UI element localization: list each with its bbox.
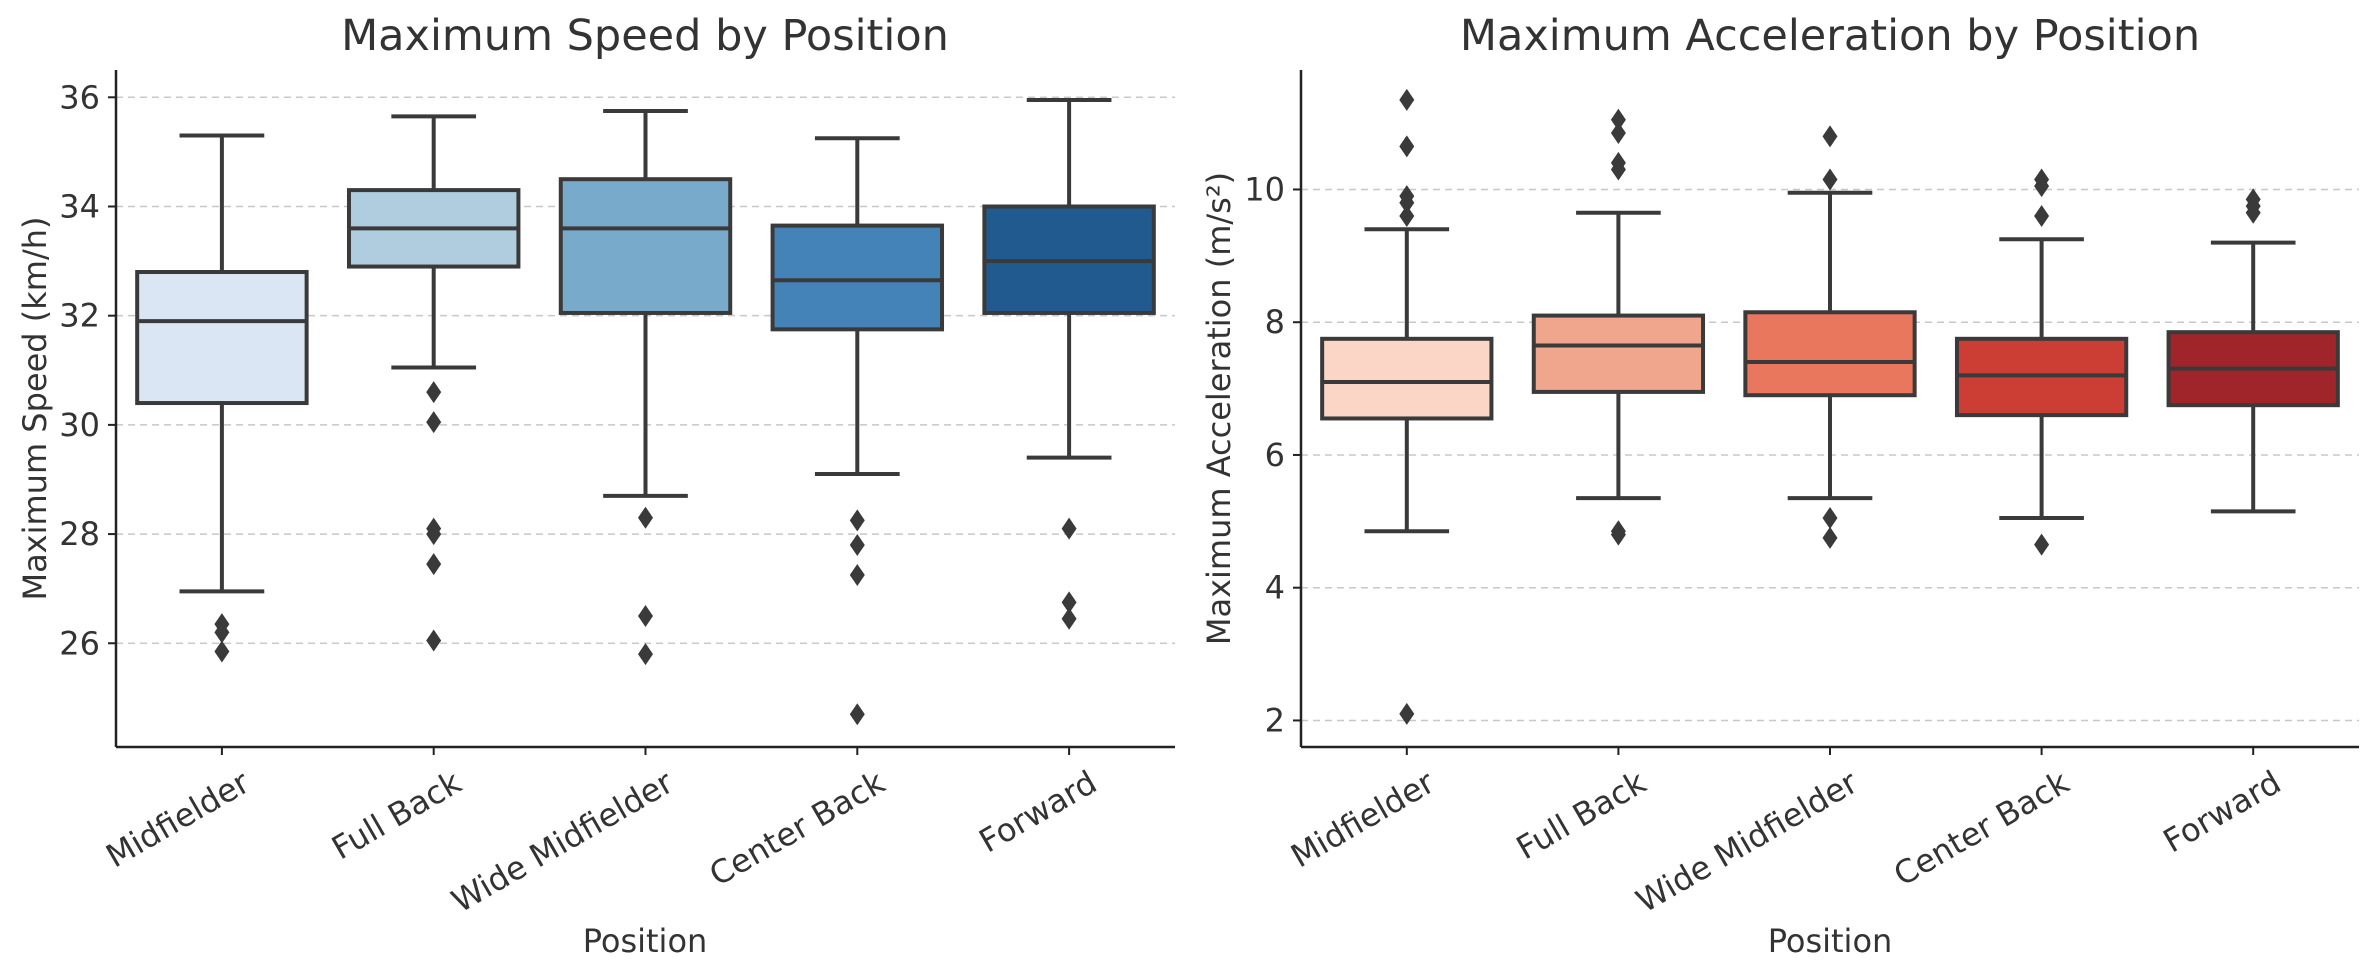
- acceleration-box-wide-midfielder: [1743, 125, 1917, 549]
- speed-y-tick-label: 30: [59, 406, 100, 444]
- acceleration-chart-title: Maximum Acceleration by Position: [1460, 11, 2200, 61]
- outlier-point: [638, 643, 653, 666]
- outlier-point: [1610, 122, 1626, 145]
- speed-box-full-back: [346, 114, 521, 652]
- acceleration-x-tick-label-wide-midfielder: Wide Midfielder: [1630, 763, 1865, 921]
- speed-y-tick-label: 26: [59, 624, 100, 662]
- acceleration-y-tick-label: 4: [1265, 569, 1285, 607]
- speed-box-wide-midfielder: [558, 108, 733, 666]
- outlier-point: [849, 564, 865, 587]
- outlier-point: [1399, 702, 1415, 725]
- speed-x-tick-label-full-back: Full Back: [325, 763, 468, 867]
- outlier-point: [849, 509, 865, 532]
- outlier-point: [214, 621, 230, 644]
- acceleration-y-axis-label: Maximum Acceleration (m/s²): [1200, 172, 1238, 645]
- acceleration-x-tick-label-forward: Forward: [2157, 763, 2287, 860]
- outlier-point: [1061, 517, 1077, 540]
- outlier-point: [1610, 158, 1626, 181]
- outlier-point: [426, 553, 442, 576]
- outlier-point: [1061, 607, 1077, 630]
- iqr-box: [770, 223, 945, 332]
- iqr-box: [135, 270, 309, 406]
- outlier-point: [1822, 526, 1838, 549]
- acceleration-x-tick-label-center-back: Center Back: [1887, 763, 2076, 894]
- speed-y-tick-label: 28: [59, 515, 100, 553]
- speed-box-center-back: [770, 136, 945, 726]
- outlier-point: [849, 533, 865, 556]
- iqr-box: [558, 177, 733, 315]
- outlier-point: [1822, 168, 1838, 191]
- acceleration-box-forward: [2166, 188, 2340, 514]
- outlier-point: [1399, 205, 1415, 228]
- outlier-point: [214, 640, 230, 663]
- acceleration-y-tick-label: 2: [1265, 701, 1285, 739]
- speed-x-tick-label-forward: Forward: [973, 763, 1103, 860]
- acceleration-y-tick-label: 10: [1244, 170, 1285, 208]
- outlier-point: [1399, 191, 1415, 214]
- outlier-point: [1822, 507, 1838, 530]
- acceleration-x-tick-label-midfielder: Midfielder: [1284, 763, 1441, 876]
- acceleration-x-tick-label-full-back: Full Back: [1510, 763, 1653, 867]
- acceleration-box-full-back: [1531, 108, 1706, 546]
- speed-y-tick-label: 32: [59, 297, 100, 335]
- outlier-point: [2034, 175, 2050, 198]
- acceleration-box-midfielder: [1320, 88, 1494, 725]
- iqr-box: [1320, 336, 1494, 421]
- speed-x-axis-label: Position: [583, 922, 708, 960]
- speed-y-tick-label: 34: [59, 187, 100, 225]
- outlier-point: [1822, 125, 1838, 148]
- speed-box-forward: [982, 98, 1156, 630]
- outlier-point: [638, 604, 653, 627]
- speed-y-tick-label: 36: [59, 78, 100, 116]
- speed-chart-title: Maximum Speed by Position: [341, 11, 949, 61]
- acceleration-x-axis-label: Position: [1768, 922, 1893, 960]
- outlier-point: [2034, 205, 2050, 228]
- outlier-point: [1061, 591, 1077, 614]
- outlier-point: [2034, 533, 2050, 556]
- speed-y-axis-label: Maximum Speed (km/h): [16, 216, 54, 600]
- iqr-box: [1531, 313, 1706, 394]
- acceleration-y-tick-label: 6: [1265, 436, 1285, 474]
- outlier-point: [426, 411, 442, 434]
- outlier-point: [1610, 108, 1626, 131]
- outlier-point: [426, 523, 442, 546]
- outlier-point: [426, 629, 442, 652]
- speed-x-tick-label-wide-midfielder: Wide Midfielder: [445, 763, 680, 921]
- outlier-point: [1399, 88, 1415, 111]
- iqr-box: [1743, 310, 1917, 398]
- speed-box-midfielder: [135, 133, 309, 663]
- outlier-point: [426, 381, 442, 404]
- acceleration-box-center-back: [1954, 168, 2129, 556]
- acceleration-y-tick-label: 8: [1265, 303, 1285, 341]
- outlier-point: [2245, 201, 2261, 224]
- outlier-point: [638, 506, 653, 529]
- speed-x-tick-label-midfielder: Midfielder: [99, 763, 256, 876]
- outlier-point: [1399, 135, 1415, 158]
- outlier-point: [849, 703, 865, 726]
- outlier-point: [1610, 523, 1626, 546]
- speed-x-tick-label-center-back: Center Back: [703, 763, 892, 894]
